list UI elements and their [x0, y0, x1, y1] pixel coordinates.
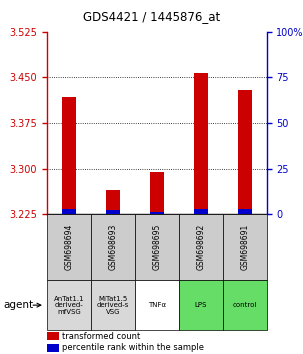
- Bar: [62, 209, 76, 214]
- Text: agent: agent: [3, 300, 33, 310]
- Bar: [91, 280, 135, 330]
- Text: AnTat1.1
derived-
mfVSG: AnTat1.1 derived- mfVSG: [54, 296, 84, 315]
- Bar: [238, 90, 252, 214]
- Bar: [194, 209, 208, 214]
- Bar: [135, 280, 179, 330]
- Text: transformed count: transformed count: [62, 332, 140, 341]
- Bar: [106, 210, 120, 214]
- Text: control: control: [232, 302, 257, 308]
- Bar: [179, 280, 223, 330]
- Bar: [238, 209, 252, 214]
- Text: GSM698693: GSM698693: [108, 224, 117, 270]
- Bar: [179, 214, 223, 280]
- Text: GDS4421 / 1445876_at: GDS4421 / 1445876_at: [83, 10, 220, 23]
- Bar: [223, 280, 267, 330]
- Bar: [47, 280, 91, 330]
- Bar: [106, 190, 120, 214]
- Text: LPS: LPS: [195, 302, 207, 308]
- Text: GSM698691: GSM698691: [240, 224, 249, 270]
- Text: MiTat1.5
derived-s
VSG: MiTat1.5 derived-s VSG: [97, 296, 129, 315]
- Text: GSM698694: GSM698694: [65, 224, 73, 270]
- Bar: [135, 214, 179, 280]
- Bar: [150, 212, 164, 214]
- Text: GSM698692: GSM698692: [196, 224, 205, 270]
- Bar: [91, 214, 135, 280]
- Bar: [223, 214, 267, 280]
- Bar: [150, 172, 164, 214]
- Text: TNFα: TNFα: [148, 302, 166, 308]
- Bar: [194, 73, 208, 214]
- Text: GSM698695: GSM698695: [152, 224, 161, 270]
- Bar: [62, 97, 76, 214]
- Text: percentile rank within the sample: percentile rank within the sample: [62, 343, 204, 352]
- Bar: [47, 214, 91, 280]
